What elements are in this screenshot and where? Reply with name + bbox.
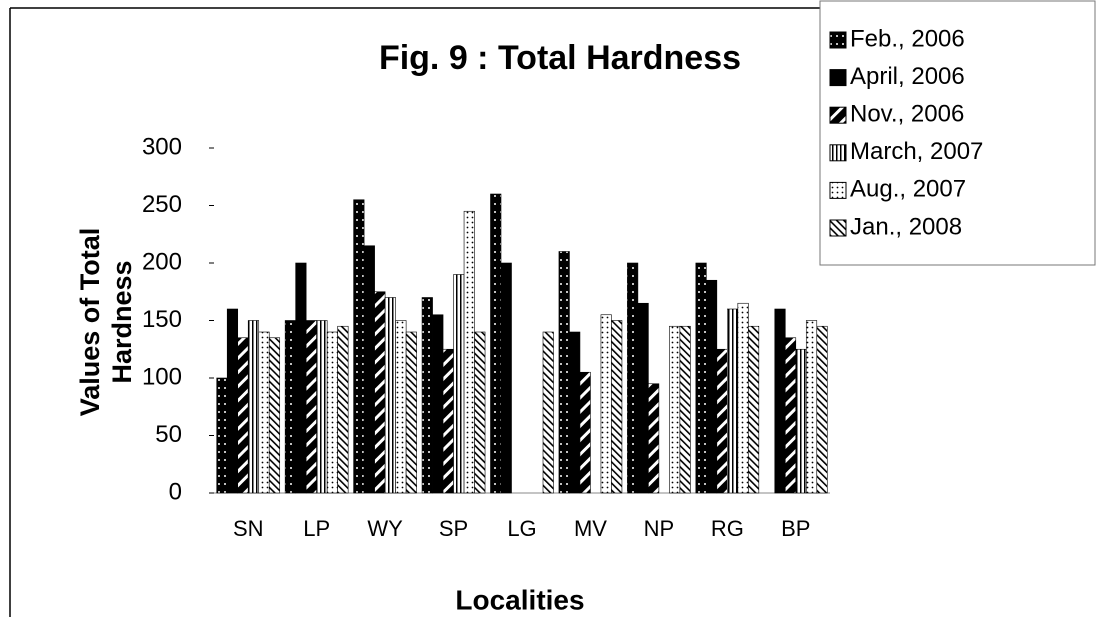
legend-label: Jan., 2008 — [850, 213, 962, 240]
bar — [384, 297, 396, 494]
bar — [490, 193, 502, 494]
bar — [805, 320, 818, 494]
bar — [405, 331, 417, 494]
x-tick-label: RG — [711, 516, 744, 541]
bar — [226, 308, 239, 494]
bar — [363, 245, 375, 494]
x-tick-label: BP — [781, 516, 810, 541]
bar — [774, 308, 786, 494]
bar — [669, 325, 681, 494]
y-tick-label: 50 — [155, 421, 182, 448]
x-tick-label: SP — [439, 516, 468, 541]
legend-label: Nov., 2006 — [850, 101, 964, 128]
legend-swatch — [829, 106, 847, 124]
legend-label: March, 2007 — [850, 138, 983, 165]
y-axis-label: Values of Total — [75, 228, 105, 417]
bar — [432, 314, 444, 494]
bar — [569, 331, 581, 494]
y-tick-label: 150 — [142, 306, 182, 333]
x-tick-label: NP — [644, 516, 675, 541]
y-tick-label: 300 — [142, 133, 182, 160]
chart-title: Fig. 9 : Total Hardness — [379, 39, 741, 77]
bar — [247, 320, 260, 494]
bar — [463, 210, 475, 494]
legend-label: Feb., 2006 — [850, 25, 965, 52]
x-tick-label: SN — [233, 516, 264, 541]
bar — [295, 262, 307, 494]
y-tick-label: 250 — [142, 191, 182, 218]
bar — [442, 348, 454, 494]
bar — [637, 302, 649, 494]
legend-box — [819, 0, 1096, 266]
bar — [542, 331, 554, 494]
bar — [500, 262, 512, 494]
bar — [784, 337, 797, 494]
bar — [679, 325, 691, 494]
bar — [374, 291, 386, 494]
bar — [611, 320, 623, 494]
bar — [627, 262, 639, 494]
bar — [558, 251, 570, 494]
bar — [353, 199, 365, 494]
legend-label: April, 2006 — [850, 63, 965, 90]
y-tick-label: 200 — [142, 248, 182, 275]
y-tick-label: 100 — [142, 363, 182, 390]
legend-swatch — [829, 219, 847, 237]
bar — [305, 320, 317, 494]
bar — [600, 314, 612, 494]
bar — [395, 320, 407, 494]
x-tick-label: LP — [303, 516, 330, 541]
bar — [284, 320, 296, 494]
bar — [727, 308, 739, 494]
bar — [816, 325, 828, 494]
bar — [716, 348, 728, 494]
bar — [748, 325, 760, 494]
legend-swatch — [829, 69, 847, 87]
legend-swatch — [829, 31, 847, 49]
bar — [337, 325, 349, 494]
bar — [453, 274, 465, 494]
x-tick-label: WY — [367, 516, 403, 541]
bar — [316, 320, 328, 494]
bar — [795, 348, 807, 494]
y-axis-label: Hardness — [107, 260, 137, 383]
legend-swatch — [829, 144, 847, 162]
x-tick-label: LG — [507, 516, 536, 541]
bar — [258, 331, 270, 494]
bar — [579, 371, 591, 494]
x-tick-label: MV — [574, 516, 607, 541]
bar — [648, 383, 660, 494]
bar — [216, 377, 228, 494]
bar — [237, 337, 249, 494]
bar — [326, 331, 338, 494]
bar — [474, 331, 486, 494]
bar — [695, 262, 707, 494]
legend-label: Aug., 2007 — [850, 176, 966, 203]
bar — [421, 297, 433, 494]
x-axis-label: Localities — [455, 584, 584, 615]
y-tick-label: 0 — [169, 478, 182, 505]
bar — [268, 337, 281, 494]
bar — [737, 302, 749, 494]
legend-swatch — [829, 181, 847, 199]
bar — [706, 279, 718, 494]
